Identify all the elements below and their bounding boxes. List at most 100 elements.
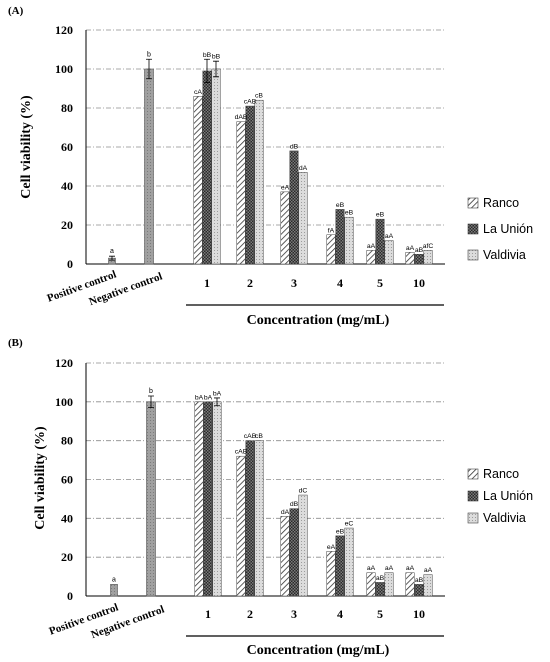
bar-la-union <box>245 440 255 597</box>
significance-label: dB <box>290 501 299 508</box>
bar-valdivia <box>423 574 433 597</box>
legend-swatch-ranco <box>467 197 479 209</box>
significance-label: aB <box>376 575 385 582</box>
y-tick-label: 120 <box>55 23 73 37</box>
significance-label: aA <box>385 233 394 240</box>
bar-valdivia <box>254 440 264 597</box>
significance-label: aB <box>415 247 424 254</box>
y-tick-label: 0 <box>67 589 73 603</box>
significance-label: bA <box>213 390 222 397</box>
bar-ranco <box>194 401 204 597</box>
legend-entry: La Unión <box>483 489 533 503</box>
y-tick-label: 20 <box>61 550 73 564</box>
significance-label: fA <box>328 227 335 234</box>
y-tick-label: 100 <box>55 395 73 409</box>
legend: Ranco La Unión Valdivia <box>467 467 533 525</box>
bar-valdivia <box>298 494 308 597</box>
significance-label: cAB <box>244 99 257 106</box>
significance-label: bA <box>195 394 204 401</box>
bar-valdivia <box>254 99 264 265</box>
significance-label: dB <box>290 143 299 150</box>
x-category-label: 4 <box>337 607 343 621</box>
error-bar <box>146 58 152 80</box>
y-tick-label: 80 <box>61 434 73 448</box>
bar-valdivia <box>211 68 221 265</box>
legend-entry: Valdivia <box>483 248 526 262</box>
x-category-label: 4 <box>337 276 343 290</box>
bar-la-union <box>335 535 345 597</box>
significance-label: eA <box>327 544 336 551</box>
y-tick-label: 0 <box>67 257 73 271</box>
bar-valdivia <box>298 172 308 265</box>
significance-label: dC <box>299 488 308 495</box>
x-category-label: 10 <box>413 607 425 621</box>
significance-label: bB <box>203 52 212 59</box>
bar-ranco <box>280 516 290 597</box>
error-bar <box>213 60 219 78</box>
legend-swatch-ranco <box>467 468 479 480</box>
x-category-label: 5 <box>377 276 383 290</box>
bar-ranco <box>405 252 415 265</box>
bar-positive-control <box>110 584 118 597</box>
y-tick-label: 80 <box>61 101 73 115</box>
significance-label: b <box>149 388 153 395</box>
bar-la-union <box>289 508 299 597</box>
y-axis-label: Cell viability (%) <box>33 426 48 530</box>
y-tick-label: 40 <box>61 179 73 193</box>
x-category-label: 10 <box>413 276 425 290</box>
x-category-label: 1 <box>204 276 210 290</box>
error-bar <box>204 58 210 84</box>
significance-label: eC <box>345 521 354 528</box>
significance-label: cB <box>255 93 263 100</box>
bar-ranco <box>236 121 246 265</box>
bar-ranco <box>193 96 203 265</box>
legend-swatch-valdivia <box>467 249 479 261</box>
bar-la-union <box>289 150 299 265</box>
significance-label: aA <box>367 243 376 250</box>
bar-la-union <box>375 218 385 265</box>
significance-label: a <box>112 576 116 583</box>
significance-label: eB <box>336 528 345 535</box>
bar-ranco <box>405 572 415 597</box>
bar-valdivia <box>212 401 222 597</box>
bar-la-union <box>245 105 255 265</box>
panel-label: (A) <box>8 5 24 17</box>
significance-label: dA <box>299 165 308 172</box>
error-bar <box>214 397 220 407</box>
x-category-label: 5 <box>377 607 383 621</box>
x-axis-label: Concentration (mg/mL) <box>247 643 390 658</box>
legend-entry: Valdivia <box>483 511 526 525</box>
y-tick-label: 60 <box>61 473 73 487</box>
bar-ranco <box>236 455 246 597</box>
error-bar <box>148 395 154 409</box>
x-axis-label: Concentration (mg/mL) <box>247 313 390 328</box>
significance-label: bB <box>212 54 221 61</box>
x-category-label: 3 <box>291 276 297 290</box>
bar-ranco <box>326 234 336 265</box>
bar-ranco <box>366 250 376 265</box>
panel-label: (B) <box>8 337 23 349</box>
bar-valdivia <box>344 527 354 597</box>
significance-label: eB <box>376 212 385 219</box>
bar-la-union <box>414 254 424 265</box>
bar-negative-control <box>146 401 156 597</box>
bar-la-union <box>202 70 212 265</box>
significance-label: eA <box>281 184 290 191</box>
significance-label: dAB <box>235 114 248 121</box>
y-tick-label: 40 <box>61 511 73 525</box>
y-tick-label: 60 <box>61 140 73 154</box>
significance-label: bA <box>204 394 213 401</box>
legend-entry: Ranco <box>483 467 519 481</box>
significance-label: cAB <box>244 433 257 440</box>
significance-label: aA <box>406 565 415 572</box>
bar-ranco <box>366 572 376 597</box>
x-category-label: 2 <box>247 607 253 621</box>
x-category-label: 1 <box>205 607 211 621</box>
error-bar <box>109 255 115 261</box>
legend-entry: Ranco <box>483 196 519 210</box>
legend-swatch-la-union <box>467 490 479 502</box>
y-tick-label: 120 <box>55 356 73 370</box>
significance-label: b <box>147 51 151 58</box>
bar-valdivia <box>423 250 433 265</box>
